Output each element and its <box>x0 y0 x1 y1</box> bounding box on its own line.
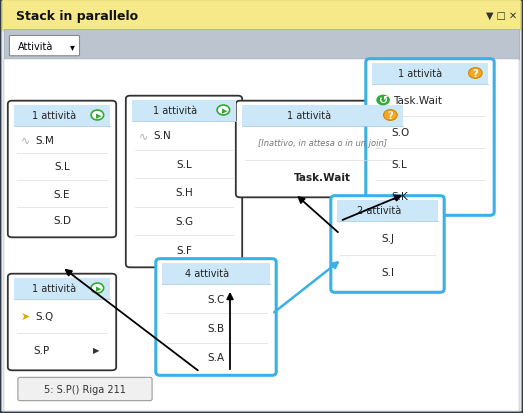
Bar <box>337 200 438 221</box>
Text: 1 attività: 1 attività <box>153 106 197 116</box>
Bar <box>14 278 110 299</box>
Text: 2 attività: 2 attività <box>357 206 401 216</box>
Text: ▶: ▶ <box>93 346 99 355</box>
Bar <box>371 64 488 85</box>
Text: S.L: S.L <box>54 162 70 172</box>
Text: S.B: S.B <box>208 323 224 333</box>
Bar <box>14 106 110 127</box>
Text: ▶: ▶ <box>222 108 227 114</box>
FancyBboxPatch shape <box>18 377 152 401</box>
FancyBboxPatch shape <box>156 259 276 375</box>
Text: S.H: S.H <box>175 188 193 198</box>
Bar <box>242 106 403 127</box>
FancyBboxPatch shape <box>366 59 494 216</box>
Text: [Inattivo, in attesa o in un join]: [Inattivo, in attesa o in un join] <box>258 139 387 148</box>
Text: S.Q: S.Q <box>36 311 54 321</box>
Text: S.N: S.N <box>154 131 172 141</box>
Text: S.K: S.K <box>391 192 407 202</box>
Text: ▾: ▾ <box>70 42 75 52</box>
Text: 1 attività: 1 attività <box>287 111 332 121</box>
Text: S.L: S.L <box>176 159 192 169</box>
Circle shape <box>91 283 104 293</box>
Text: S.L: S.L <box>391 159 407 170</box>
Text: S.P: S.P <box>33 345 49 355</box>
FancyBboxPatch shape <box>126 97 242 268</box>
Text: Stack in parallelo: Stack in parallelo <box>16 9 138 23</box>
FancyBboxPatch shape <box>8 102 116 238</box>
Text: Task.Wait: Task.Wait <box>393 96 442 106</box>
Text: 1 attività: 1 attività <box>399 69 442 79</box>
FancyBboxPatch shape <box>9 36 79 57</box>
Bar <box>4 30 519 60</box>
FancyBboxPatch shape <box>236 102 409 198</box>
Text: S.M: S.M <box>36 135 54 145</box>
Text: S.A: S.A <box>208 352 224 363</box>
Text: Task.Wait: Task.Wait <box>294 173 351 183</box>
Text: 4 attività: 4 attività <box>185 268 229 278</box>
Text: ▶: ▶ <box>96 113 101 119</box>
Text: 5: S.P() Riga 211: 5: S.P() Riga 211 <box>44 384 126 394</box>
Bar <box>132 101 236 122</box>
Circle shape <box>376 95 390 106</box>
Text: Attività: Attività <box>18 42 54 52</box>
Text: S.E: S.E <box>54 189 70 199</box>
Text: ?: ? <box>388 111 393 121</box>
FancyBboxPatch shape <box>331 196 444 292</box>
Text: ▼ □ ✕: ▼ □ ✕ <box>486 11 518 21</box>
Text: S.G: S.G <box>175 216 193 227</box>
Text: S.D: S.D <box>53 216 71 226</box>
Text: 1 attività: 1 attività <box>32 111 76 121</box>
Circle shape <box>91 111 104 121</box>
Text: ➤: ➤ <box>20 311 30 321</box>
FancyBboxPatch shape <box>8 274 116 370</box>
Text: ?: ? <box>473 69 478 79</box>
Circle shape <box>469 69 482 79</box>
Bar <box>4 60 519 411</box>
Text: S.F: S.F <box>176 245 192 255</box>
Text: ∿: ∿ <box>20 135 30 145</box>
Text: S.I: S.I <box>381 267 394 277</box>
Text: S.J: S.J <box>381 233 394 243</box>
Text: ∿: ∿ <box>139 131 148 141</box>
Text: S.O: S.O <box>391 128 409 138</box>
FancyBboxPatch shape <box>2 1 521 31</box>
Text: ▶: ▶ <box>96 285 101 291</box>
Circle shape <box>383 110 397 121</box>
Bar <box>162 263 270 284</box>
Text: ↺: ↺ <box>378 96 388 106</box>
Text: S.C: S.C <box>207 294 225 304</box>
Text: 1 attività: 1 attività <box>32 283 76 293</box>
Circle shape <box>217 106 230 116</box>
